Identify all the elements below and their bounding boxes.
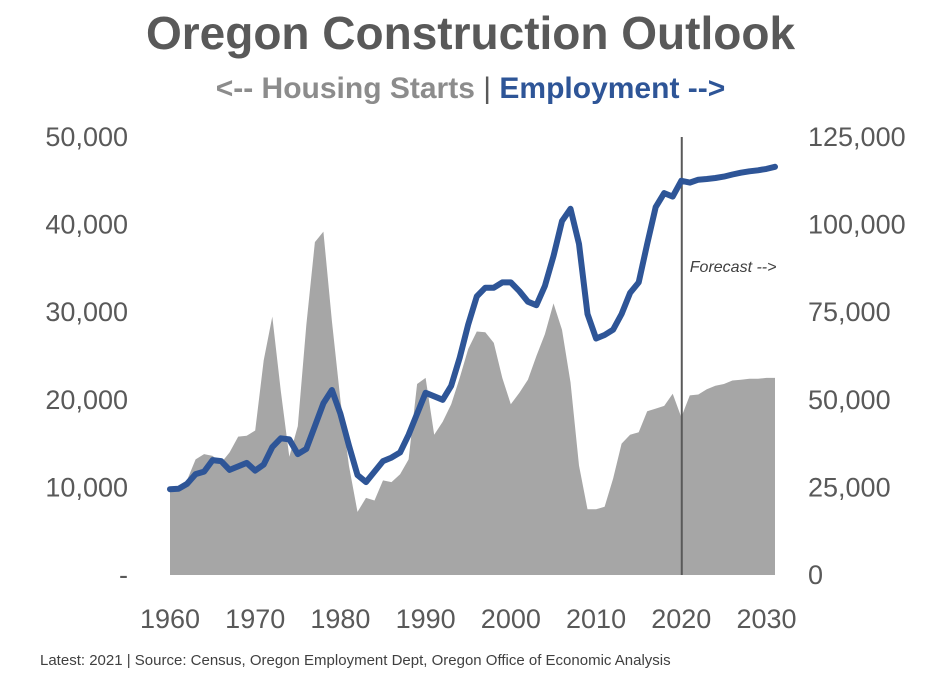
subtitle-separator: | [483,72,492,105]
y-left-tick-label: 30,000 [45,297,128,327]
subtitle-employment-label: Employment --> [499,72,726,105]
y-left-tick-label: 40,000 [45,210,128,240]
y-left-tick-label: 50,000 [45,122,128,152]
forecast-label: Forecast --> [690,259,777,276]
x-tick-label: 1970 [225,604,285,634]
forecast-group: Forecast --> [680,137,777,575]
x-tick-label: 1990 [396,604,456,634]
x-tick-label: 2000 [481,604,541,634]
x-tick-label: 1980 [310,604,370,634]
footnote: Latest: 2021 | Source: Census, Oregon Em… [40,652,671,669]
y-left-tick-label: 20,000 [45,385,128,415]
y-right-tick-label: 0 [808,560,823,590]
y-right-tick-label: 25,000 [808,472,891,502]
axes-group: - 10,000 20,000 30,000 40,000 50,000 0 25,000 50… [45,122,905,634]
subtitle-housing-label: <-- Housing Starts [215,72,475,105]
x-tick-label: 2010 [566,604,626,634]
chart-subtitle: <-- Housing Starts | Employment --> [0,72,941,106]
y-right-tick-label: 50,000 [808,385,891,415]
x-tick-label: 2030 [736,604,796,634]
x-tick-label: 2020 [651,604,711,634]
employment-line [167,163,778,493]
employment-line-group [167,163,778,493]
housing-starts-area-group [170,231,775,575]
x-tick-label: 1960 [140,604,200,634]
y-right-tick-label: 75,000 [808,297,891,327]
y-right-tick-label: 100,000 [808,210,906,240]
chart-title: Oregon Construction Outlook [145,7,796,59]
y-right-tick-label: 125,000 [808,122,906,152]
y-left-tick-label: - [119,560,128,590]
housing-starts-area [170,231,775,575]
y-left-tick-label: 10,000 [45,472,128,502]
